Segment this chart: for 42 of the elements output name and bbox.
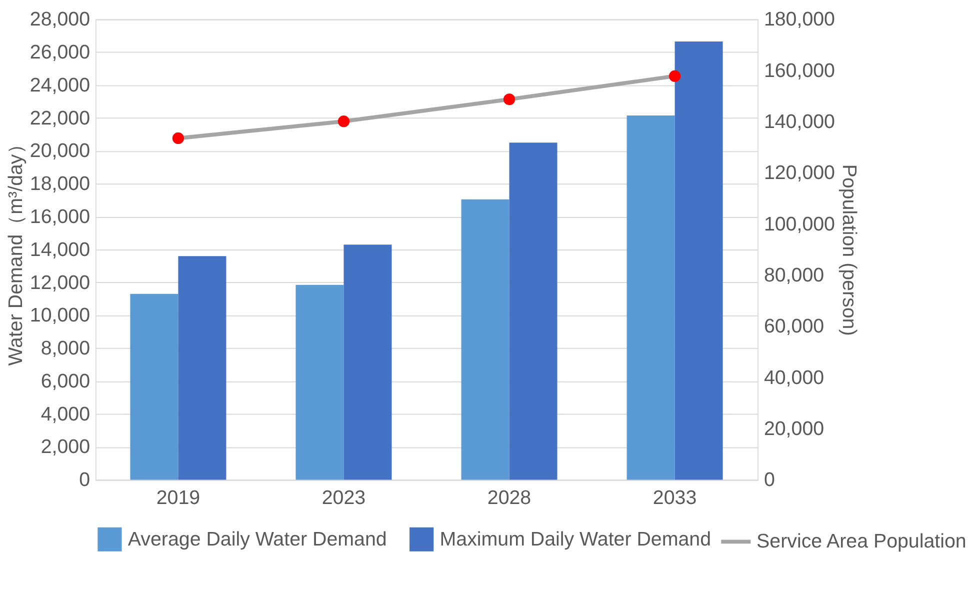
legend-label: Service Area Population xyxy=(756,530,966,553)
y2-tick-label: 80,000 xyxy=(764,264,824,286)
y-tick-label: 4,000 xyxy=(40,403,90,426)
y-axis-title: Water Demand（m³/day） xyxy=(4,134,27,366)
y2-tick-label: 180,000 xyxy=(764,8,836,31)
y-tick-label: 0 xyxy=(79,469,90,492)
y2-tick-label: 100,000 xyxy=(764,213,836,236)
bar xyxy=(296,284,344,480)
legend-label: Maximum Daily Water Demand xyxy=(440,528,712,550)
x-tick-label: 2033 xyxy=(652,486,697,509)
y2-tick-label: 60,000 xyxy=(764,316,824,338)
y2-tick-label: 20,000 xyxy=(764,418,824,440)
y-tick-label: 26,000 xyxy=(30,42,90,64)
x-tick-label: 2019 xyxy=(156,486,200,509)
y-tick-label: 14,000 xyxy=(30,238,90,261)
y-tick-label: 6,000 xyxy=(40,370,90,392)
y-tick-label: 28,000 xyxy=(30,8,90,31)
bar xyxy=(461,199,510,480)
y2-tick-label: 40,000 xyxy=(764,366,824,389)
y-tick-label: 22,000 xyxy=(30,107,90,130)
y-tick-label: 24,000 xyxy=(30,74,90,96)
y2-axis-title: Population (person) xyxy=(838,164,860,336)
bar xyxy=(674,41,723,480)
bar xyxy=(344,244,392,480)
y2-tick-label: 140,000 xyxy=(764,111,836,134)
bar xyxy=(178,256,226,480)
y-tick-label: 18,000 xyxy=(30,173,90,196)
y2-tick-label: 0 xyxy=(764,469,775,492)
legend-label: Average Daily Water Demand xyxy=(128,528,387,550)
bar xyxy=(626,115,675,480)
y-tick-label: 2,000 xyxy=(40,436,90,458)
y-tick-label: 10,000 xyxy=(30,304,90,327)
y-tick-label: 20,000 xyxy=(30,140,90,162)
y-tick-label: 16,000 xyxy=(30,206,90,228)
y2-tick-label: 160,000 xyxy=(764,60,836,82)
bar xyxy=(509,142,558,480)
y2-tick-label: 120,000 xyxy=(764,162,836,184)
y-tick-label: 8,000 xyxy=(40,338,90,360)
y-tick-label: 12,000 xyxy=(30,272,90,294)
bar xyxy=(130,294,178,480)
x-tick-label: 2028 xyxy=(487,486,532,509)
x-tick-label: 2023 xyxy=(322,486,366,509)
